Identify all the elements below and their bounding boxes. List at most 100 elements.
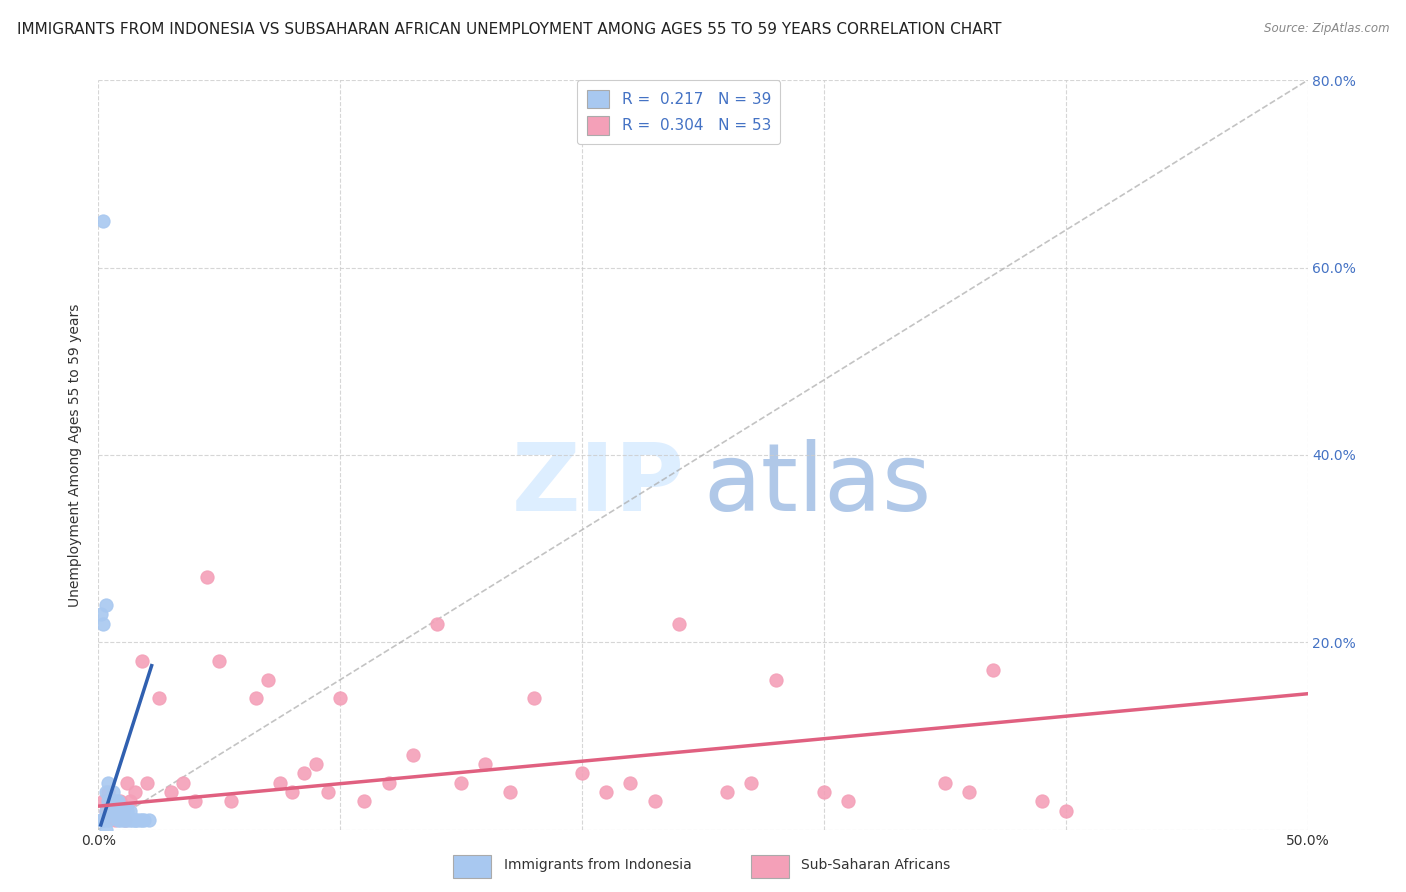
Point bbox=[281, 785, 304, 799]
Point bbox=[256, 673, 278, 687]
Point bbox=[135, 776, 157, 790]
Point bbox=[245, 691, 267, 706]
Point bbox=[571, 766, 593, 780]
Point bbox=[108, 814, 131, 828]
Text: ZIP: ZIP bbox=[512, 439, 685, 531]
Point bbox=[124, 814, 146, 828]
Bar bbox=[751, 855, 789, 878]
Point bbox=[114, 814, 136, 828]
Point bbox=[101, 804, 124, 818]
Point bbox=[94, 598, 117, 612]
Point bbox=[108, 795, 131, 809]
Point bbox=[97, 785, 120, 799]
Text: Source: ZipAtlas.com: Source: ZipAtlas.com bbox=[1264, 22, 1389, 36]
Point bbox=[94, 804, 117, 818]
Point bbox=[498, 785, 520, 799]
Point bbox=[402, 747, 425, 762]
Point bbox=[107, 814, 129, 828]
Point bbox=[101, 785, 124, 799]
Point bbox=[128, 814, 150, 828]
Point bbox=[160, 785, 183, 799]
Text: Sub-Saharan Africans: Sub-Saharan Africans bbox=[801, 858, 950, 872]
Point bbox=[450, 776, 472, 790]
Point bbox=[91, 213, 114, 227]
Point bbox=[111, 814, 134, 828]
Y-axis label: Unemployment Among Ages 55 to 59 years: Unemployment Among Ages 55 to 59 years bbox=[69, 303, 83, 607]
Point bbox=[90, 607, 112, 621]
Point bbox=[114, 814, 136, 828]
Point bbox=[138, 814, 160, 828]
Point bbox=[121, 814, 143, 828]
Bar bbox=[453, 855, 492, 878]
Point bbox=[644, 795, 666, 809]
Point bbox=[100, 804, 122, 818]
Point bbox=[124, 814, 146, 828]
Point bbox=[426, 616, 449, 631]
Point bbox=[117, 776, 139, 790]
Text: atlas: atlas bbox=[703, 439, 931, 531]
Point bbox=[101, 795, 124, 809]
Point bbox=[104, 795, 127, 809]
Point bbox=[91, 616, 114, 631]
Point bbox=[94, 822, 117, 837]
Point bbox=[127, 814, 149, 828]
Point bbox=[619, 776, 641, 790]
Point bbox=[474, 756, 496, 771]
Point bbox=[305, 756, 328, 771]
Point bbox=[329, 691, 352, 706]
Text: Immigrants from Indonesia: Immigrants from Indonesia bbox=[505, 858, 692, 872]
Point bbox=[131, 814, 153, 828]
Point bbox=[716, 785, 738, 799]
Point bbox=[131, 654, 153, 668]
Point bbox=[107, 795, 129, 809]
Point bbox=[97, 795, 120, 809]
Point bbox=[172, 776, 194, 790]
Point bbox=[195, 570, 218, 584]
Point bbox=[957, 785, 980, 799]
Point bbox=[117, 814, 139, 828]
Text: IMMIGRANTS FROM INDONESIA VS SUBSAHARAN AFRICAN UNEMPLOYMENT AMONG AGES 55 TO 59: IMMIGRANTS FROM INDONESIA VS SUBSAHARAN … bbox=[17, 22, 1001, 37]
Point bbox=[97, 776, 120, 790]
Point bbox=[981, 664, 1004, 678]
Point bbox=[118, 804, 141, 818]
Point bbox=[934, 776, 956, 790]
Point bbox=[377, 776, 399, 790]
Point bbox=[117, 804, 139, 818]
Point bbox=[208, 654, 231, 668]
Point bbox=[118, 814, 141, 828]
Point bbox=[765, 673, 787, 687]
Point bbox=[269, 776, 291, 790]
Point bbox=[100, 804, 122, 818]
Point bbox=[184, 795, 207, 809]
Point bbox=[134, 814, 156, 828]
Point bbox=[523, 691, 546, 706]
Point bbox=[94, 785, 117, 799]
Point bbox=[91, 814, 114, 828]
Point bbox=[107, 804, 129, 818]
Point bbox=[94, 804, 117, 818]
Point bbox=[114, 804, 136, 818]
Point bbox=[1054, 804, 1077, 818]
Legend: R =  0.217   N = 39, R =  0.304   N = 53: R = 0.217 N = 39, R = 0.304 N = 53 bbox=[578, 80, 780, 144]
Point bbox=[90, 814, 112, 828]
Point bbox=[100, 795, 122, 809]
Point bbox=[124, 785, 146, 799]
Point bbox=[595, 785, 617, 799]
Point bbox=[97, 814, 120, 828]
Point bbox=[740, 776, 762, 790]
Point bbox=[813, 785, 835, 799]
Point bbox=[91, 814, 114, 828]
Point bbox=[353, 795, 375, 809]
Point bbox=[108, 804, 131, 818]
Point bbox=[668, 616, 690, 631]
Point bbox=[221, 795, 243, 809]
Point bbox=[111, 804, 134, 818]
Point bbox=[111, 804, 134, 818]
Point bbox=[118, 795, 141, 809]
Point bbox=[91, 795, 114, 809]
Point bbox=[1031, 795, 1053, 809]
Point bbox=[104, 804, 127, 818]
Point bbox=[148, 691, 170, 706]
Point bbox=[316, 785, 339, 799]
Point bbox=[104, 814, 127, 828]
